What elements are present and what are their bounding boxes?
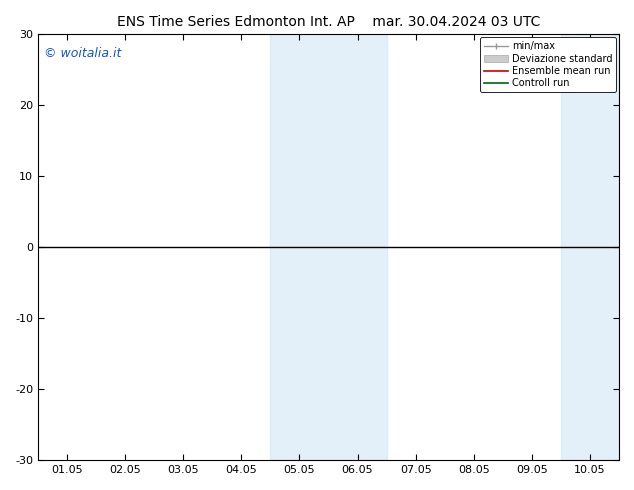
Legend: min/max, Deviazione standard, Ensemble mean run, Controll run: min/max, Deviazione standard, Ensemble m… <box>479 37 616 92</box>
Bar <box>561 34 619 460</box>
Bar <box>270 34 387 460</box>
Title: ENS Time Series Edmonton Int. AP    mar. 30.04.2024 03 UTC: ENS Time Series Edmonton Int. AP mar. 30… <box>117 15 540 29</box>
Text: © woitalia.it: © woitalia.it <box>44 47 121 60</box>
